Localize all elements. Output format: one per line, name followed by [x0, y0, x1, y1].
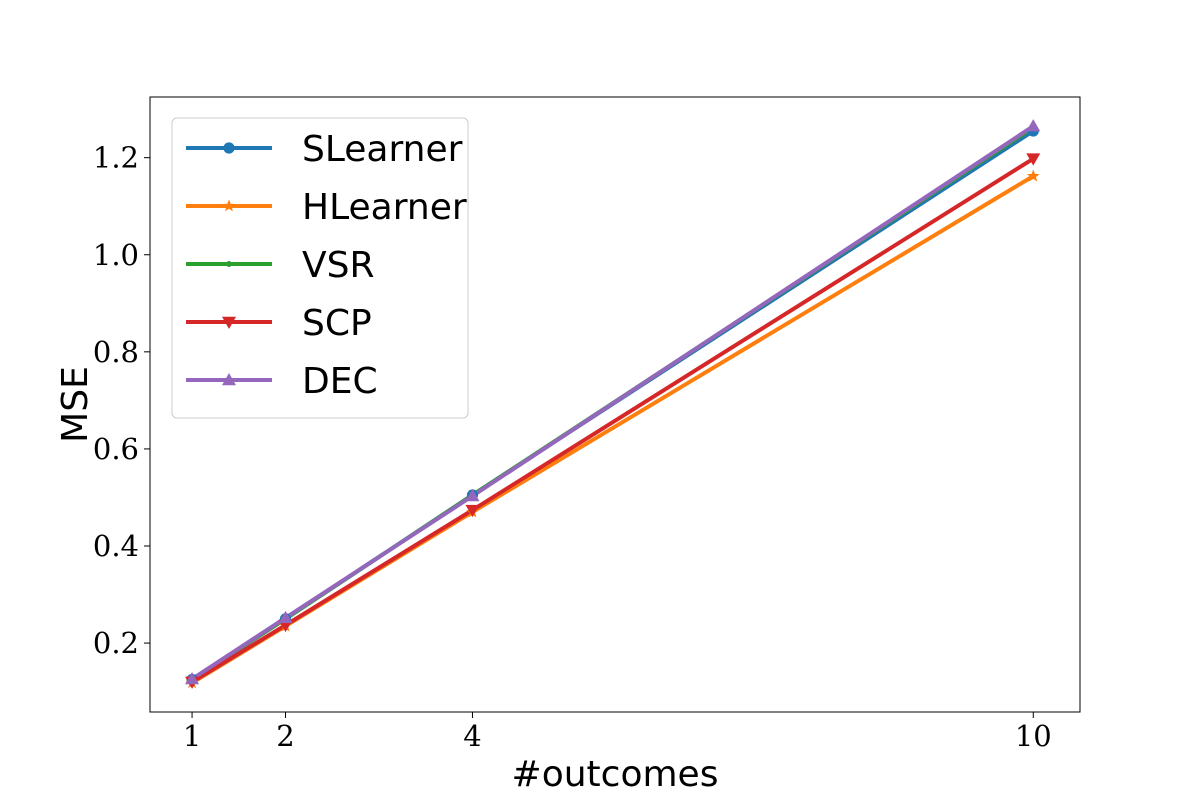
x-axis-label: #outcomes: [512, 754, 719, 795]
data-point-scp: [465, 504, 480, 518]
x-tick-label: 4: [463, 719, 481, 753]
legend-label-dec: DEC: [302, 361, 378, 402]
legend-marker-slearner: [223, 142, 235, 154]
legend-item-dec: DEC: [186, 361, 378, 402]
legend-label-vsr: VSR: [302, 245, 375, 286]
x-axis-ticks: 1 2 4 10: [183, 712, 1052, 753]
legend-marker-hlearner: [222, 199, 236, 212]
legend-item-scp: SCP: [186, 303, 372, 344]
x-tick-label: 1: [183, 719, 201, 753]
x-tick-label: 2: [276, 719, 294, 753]
data-point-dec: [185, 671, 200, 685]
series-lines: [190, 124, 1036, 685]
legend: SLearner HLearner VSR SCP DEC: [171, 117, 469, 419]
series-line-dec: [190, 124, 1036, 681]
y-axis-label: MSE: [55, 366, 96, 443]
y-tick-label: 1.0: [93, 238, 139, 272]
data-point-scp: [1026, 153, 1041, 166]
legend-label-hlearner: HLearner: [302, 187, 467, 228]
y-tick-label: 0.2: [93, 626, 139, 660]
data-point-dec: [278, 610, 293, 624]
legend-marker-dec: [222, 373, 236, 386]
plot-area-frame: [149, 96, 1081, 713]
data-point-dec: [1026, 119, 1041, 132]
legend-item-slearner: SLearner: [186, 129, 463, 170]
y-axis-ticks: 0.2 0.4 0.6 0.8 1.0 1.2: [93, 141, 150, 660]
series-markers: [185, 119, 1041, 689]
legend-label-scp: SCP: [302, 303, 372, 344]
legend-box: [171, 117, 469, 419]
legend-item-vsr: VSR: [186, 245, 375, 286]
x-tick-label: 10: [1015, 719, 1052, 753]
legend-label-slearner: SLearner: [302, 129, 463, 170]
data-point-hlearner: [1026, 169, 1040, 182]
y-tick-label: 0.6: [93, 432, 139, 466]
legend-marker-scp: [222, 316, 236, 329]
series-line-scp: [190, 156, 1036, 684]
y-tick-label: 0.4: [93, 529, 139, 563]
data-point-dec: [465, 488, 480, 502]
legend-item-hlearner: HLearner: [186, 187, 467, 228]
y-tick-label: 1.2: [93, 141, 139, 175]
legend-marker-vsr: [226, 261, 232, 267]
y-tick-label: 0.8: [93, 335, 139, 369]
